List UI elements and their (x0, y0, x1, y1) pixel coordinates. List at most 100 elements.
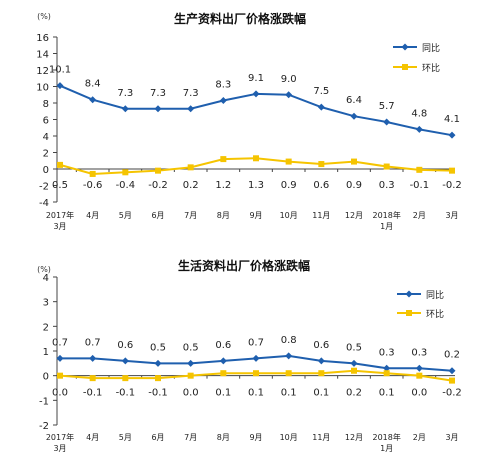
yoy-point (415, 364, 423, 372)
mom-point (187, 164, 194, 171)
chart-title: 生活资料出厂价格涨跌幅 (178, 258, 310, 273)
mom-point (383, 163, 390, 170)
yoy-point (187, 105, 195, 113)
mom-point (187, 372, 194, 379)
y-tick-label: 16 (36, 33, 49, 44)
yoy-data-label: 0.3 (379, 347, 395, 358)
yoy-data-label: 0.7 (248, 337, 264, 348)
y-unit-label: (%) (37, 265, 51, 274)
yoy-data-label: 0.8 (281, 335, 297, 346)
mom-point (253, 155, 259, 162)
yoy-data-label: 0.6 (215, 340, 231, 351)
x-tick-label: 2月 (413, 433, 426, 442)
yoy-point (252, 90, 260, 98)
legend-mom-label: 环比 (426, 308, 444, 320)
mom-point (285, 370, 292, 377)
mom-data-label: -0.1 (410, 180, 430, 191)
yoy-data-label: 6.4 (346, 95, 362, 106)
x-tick-label: 12月 (345, 433, 363, 442)
yoy-point (350, 112, 358, 120)
yoy-point (56, 354, 64, 362)
y-tick-label: -1 (39, 396, 49, 407)
mom-point (449, 167, 455, 174)
y-tick-label: -4 (39, 198, 49, 209)
yoy-point (317, 103, 325, 111)
x-tick-label: 12月 (345, 211, 363, 220)
mom-point (57, 372, 63, 379)
yoy-data-label: 0.3 (411, 347, 427, 358)
yoy-point (89, 96, 97, 104)
x-tick-label: 9月 (249, 433, 262, 442)
yoy-point (285, 352, 293, 360)
mom-data-label: 0.0 (52, 388, 68, 399)
x-tick-label: 2017年 3月 (46, 210, 74, 230)
yoy-data-label: 4.8 (411, 108, 427, 119)
x-tick-label: 5月 (119, 211, 132, 220)
legend-mom-marker (402, 64, 408, 70)
x-tick-label: 10月 (280, 211, 298, 220)
mom-point (89, 375, 96, 382)
x-tick-label: 6月 (151, 211, 164, 220)
legend-mom-label: 环比 (422, 62, 440, 74)
y-tick-label: 14 (36, 50, 49, 61)
consumer-goods-chart: 生活资料出厂价格涨跌幅 (%) -2 -1 0 1 2 3 4 2017年 3月 4月 5月 6月 7月 8月… (37, 258, 462, 453)
yoy-data-label: 0.6 (313, 340, 329, 351)
legend-yoy-marker (405, 290, 413, 298)
yoy-data-label: 0.6 (117, 340, 133, 351)
mom-point (122, 375, 129, 382)
mom-data-label: 1.2 (215, 180, 231, 191)
mom-data-label: 0.1 (281, 388, 297, 399)
yoy-point (317, 357, 325, 365)
yoy-data-label: 4.1 (444, 114, 460, 125)
mom-point (318, 370, 325, 377)
yoy-point (56, 82, 64, 90)
legend-yoy-label: 同比 (422, 42, 440, 54)
yoy-data-label: 0.5 (183, 342, 199, 353)
mom-data-label: -0.2 (148, 180, 168, 191)
x-tick-label: 4月 (86, 211, 99, 220)
mom-point (351, 367, 357, 374)
yoy-data-label: 7.5 (313, 86, 329, 97)
x-tick-label: 7月 (184, 211, 197, 220)
x-tick-label: 6月 (151, 433, 164, 442)
x-tick-label: 2017年 3月 (46, 432, 74, 453)
y-tick-label: 8 (43, 99, 49, 110)
mom-point (285, 158, 292, 165)
y-unit-label: (%) (37, 12, 51, 21)
mom-point (155, 375, 161, 382)
yoy-data-label: 7.3 (183, 88, 199, 99)
x-tick-label: 3月 (445, 433, 458, 442)
yoy-data-label: 7.3 (117, 88, 133, 99)
yoy-data-label: 8.4 (85, 79, 101, 90)
yoy-data-label: 0.7 (85, 337, 101, 348)
yoy-point (121, 105, 129, 113)
mom-data-label: 0.6 (313, 180, 329, 191)
mom-point (449, 377, 455, 384)
yoy-point (448, 131, 456, 139)
y-tick-label: 0 (43, 165, 49, 176)
x-tick-label: 8月 (217, 211, 230, 220)
chart-title: 生产资料出厂价格涨跌幅 (174, 11, 306, 26)
y-tick-label: 10 (36, 83, 49, 94)
yoy-point (121, 357, 129, 365)
yoy-data-label: 7.3 (150, 88, 166, 99)
yoy-data-label: 0.5 (150, 342, 166, 353)
mom-data-label: 0.1 (215, 388, 231, 399)
yoy-point (383, 118, 391, 126)
mom-data-label: 0.2 (346, 388, 362, 399)
mom-data-label: -0.1 (148, 388, 168, 399)
y-tick-label: 0 (43, 372, 49, 383)
mom-data-label: -0.1 (83, 388, 103, 399)
legend-yoy-label: 同比 (426, 289, 444, 301)
yoy-data-label: 0.7 (52, 337, 68, 348)
mom-point (318, 161, 325, 168)
mom-data-label: 0.1 (248, 388, 264, 399)
mom-point (253, 370, 259, 377)
mom-point (57, 161, 63, 168)
yoy-point (154, 105, 162, 113)
legend-mom-marker (406, 310, 412, 316)
mom-data-label: 0.2 (183, 180, 199, 191)
x-tick-label: 3月 (445, 211, 458, 220)
x-tick-label: 2018年 1月 (372, 210, 400, 230)
